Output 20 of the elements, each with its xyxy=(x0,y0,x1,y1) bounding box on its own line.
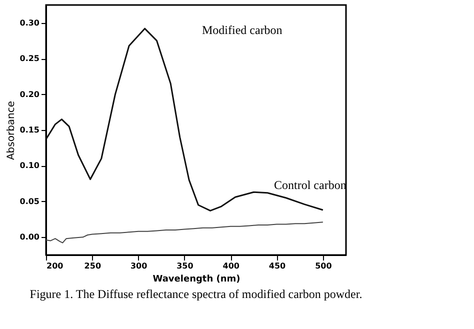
y-tick-label: 0.25 xyxy=(20,54,40,64)
caption: Figure 1. The Diffuse reflectance spectra of modified carbon powder. xyxy=(30,287,362,301)
annotation: Modified carbon xyxy=(202,23,282,37)
y-tick-label: 0.30 xyxy=(20,18,40,28)
annotation: Control carbon xyxy=(274,178,346,192)
x-tick-label: 350 xyxy=(176,262,194,270)
x-tick-label: 450 xyxy=(268,262,286,270)
line-series xyxy=(46,222,324,244)
x-tick-label: 200 xyxy=(46,262,64,270)
x-tick-label: 400 xyxy=(222,262,240,270)
y-axis-title: Absorbance xyxy=(6,100,17,160)
x-axis-title: Wavelength (nm) xyxy=(152,274,240,284)
y-tick-label: 0.20 xyxy=(20,90,40,99)
x-tick-label: 250 xyxy=(84,262,102,270)
y-tick-label: 0.00 xyxy=(20,232,40,242)
y-tick-label: 0.05 xyxy=(20,196,40,206)
y-tick-label: 0.10 xyxy=(20,161,40,170)
y-tick-label: 0.15 xyxy=(20,126,40,134)
x-tick-label: 300 xyxy=(130,262,148,270)
x-tick-label: 500 xyxy=(315,262,332,270)
